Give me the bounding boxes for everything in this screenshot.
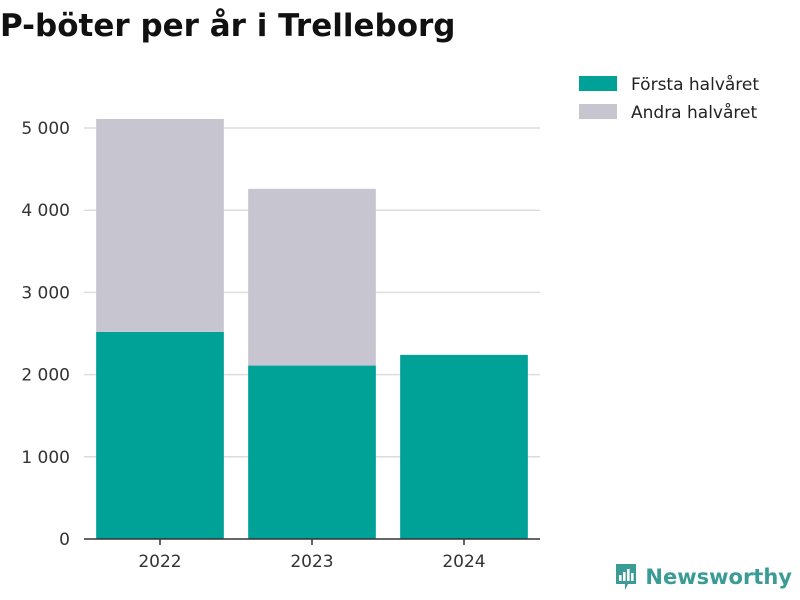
legend-item[interactable]: Första halvåret [579, 74, 759, 95]
bar-2024-series-0[interactable] [400, 354, 528, 539]
bar-2022-series-1[interactable] [96, 118, 224, 332]
bar-2022-series-0[interactable] [96, 331, 224, 539]
x-tick-label: 2022 [138, 552, 181, 572]
bar-2023-series-1[interactable] [248, 188, 376, 366]
y-tick-label: 0 [59, 530, 70, 550]
x-tick-label: 2023 [290, 552, 333, 572]
brand-logo: Newsworthy [614, 562, 792, 592]
y-tick-label: 5 000 [21, 119, 70, 139]
legend-swatch [579, 76, 617, 91]
x-axis-ticks: 2022 2023 2024 [138, 539, 486, 572]
y-tick-label: 1 000 [21, 448, 70, 468]
chart-title: P-böter per år i Trelleborg [0, 8, 456, 44]
y-axis-ticks: 0 1 000 2 000 3 000 4 000 5 000 [21, 119, 70, 550]
bar-2023-series-0[interactable] [248, 365, 376, 539]
legend-label: Andra halvåret [631, 102, 757, 123]
y-tick-label: 2 000 [21, 366, 70, 386]
legend[interactable]: Första halvåret Andra halvåret [579, 74, 759, 123]
legend-item[interactable]: Andra halvåret [579, 102, 757, 123]
bar-chart-logo-icon [616, 564, 637, 590]
legend-label: Första halvåret [631, 74, 759, 95]
legend-swatch [579, 104, 617, 119]
bars [96, 118, 528, 539]
x-tick-label: 2024 [442, 552, 485, 572]
y-tick-label: 3 000 [21, 283, 70, 303]
brand-name: Newsworthy [645, 565, 792, 589]
y-tick-label: 4 000 [21, 201, 70, 221]
